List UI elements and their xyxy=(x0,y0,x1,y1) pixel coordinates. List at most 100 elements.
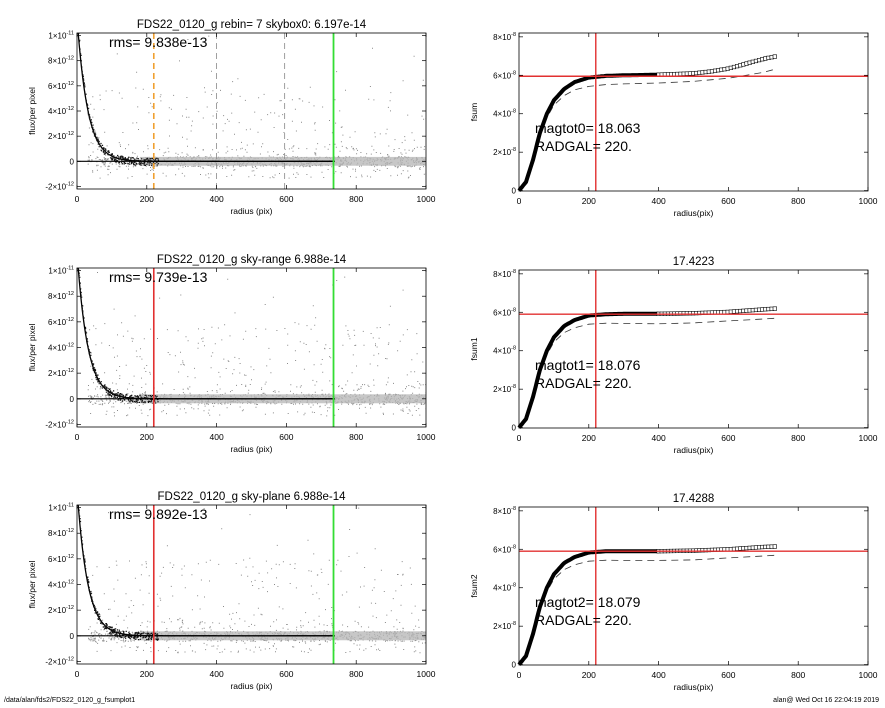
x-tick-label: 1000 xyxy=(859,433,878,443)
y-tick-label: -2×10-12 xyxy=(45,181,74,191)
y-tick-label: 8×10-12 xyxy=(48,56,74,66)
x-axis-label: radius(pix) xyxy=(674,682,714,692)
x-tick-label: 200 xyxy=(582,196,596,206)
y-tick-label: 4×10-12 xyxy=(48,106,74,116)
growth-point xyxy=(772,544,777,549)
data-points xyxy=(77,268,426,417)
y-tick-label: 2×10-8 xyxy=(493,147,516,157)
magtot-annotation: magtot2= 18.079 xyxy=(535,594,641,610)
x-tick-label: 0 xyxy=(75,432,80,442)
plot-frame xyxy=(518,506,869,666)
x-axis-label: radius (pix) xyxy=(230,206,272,216)
y-tick-label: 4×10-8 xyxy=(493,346,516,356)
y-tick-label: 4×10-12 xyxy=(48,580,74,590)
x-tick-label: 200 xyxy=(582,670,596,680)
magtot-annotation: magtot0= 18.063 xyxy=(535,120,641,136)
plot-frame xyxy=(518,32,869,192)
x-tick-label: 400 xyxy=(652,433,666,443)
rms-annotation: rms= 9.838e-13 xyxy=(109,34,208,50)
chart-profile-3: 0 200 400 600 800 1000-2×10-1202×10-124×10-12… xyxy=(27,491,436,691)
x-tick-label: 0 xyxy=(75,669,80,679)
radgal-annotation: RADGAL= 220. xyxy=(535,138,632,154)
y-tick-label: 6×10-8 xyxy=(493,70,516,80)
chart-title: 17.4223 xyxy=(673,256,715,268)
y-tick-label: 8×10-8 xyxy=(493,269,516,279)
x-tick-label: 200 xyxy=(582,433,596,443)
y-tick-label: 1×10-11 xyxy=(48,266,74,276)
x-tick-label: 400 xyxy=(210,194,224,204)
x-tick-label: 400 xyxy=(652,196,666,206)
y-tick-label: 4×10-8 xyxy=(493,109,516,119)
noise-points xyxy=(87,272,426,417)
y-tick-label: 0 xyxy=(512,661,517,670)
y-tick-label: 6×10-8 xyxy=(493,544,516,554)
y-tick-label: 2×10-8 xyxy=(493,384,516,394)
profile-points xyxy=(78,33,159,167)
x-tick-label: 600 xyxy=(721,433,735,443)
y-tick-label: 6×10-12 xyxy=(48,317,74,327)
dashed-curve xyxy=(518,554,778,665)
x-axis-label: radius (pix) xyxy=(230,444,272,454)
chart-growth-3: 0 200 400 600 800 1000 0 2×10-8 4×10-8 6×10-8 8×10… xyxy=(469,493,878,692)
y-axis-label: fsum1 xyxy=(469,337,479,360)
y-tick-label: 2×10-12 xyxy=(48,368,74,378)
x-tick-label: 400 xyxy=(210,669,224,679)
data-points xyxy=(77,505,426,654)
y-tick-label: 0 xyxy=(70,157,75,166)
x-tick-label: 1000 xyxy=(417,194,436,204)
y-tick-label: 0 xyxy=(70,632,75,641)
radgal-annotation: RADGAL= 220. xyxy=(535,375,632,391)
chart-title: FDS22_0120_g rebin= 7 skybox0: 6.197e-14 xyxy=(137,19,367,31)
y-tick-label: 6×10-12 xyxy=(48,81,74,91)
y-tick-label: 8×10-12 xyxy=(48,291,74,301)
plot-frame xyxy=(518,269,869,429)
x-tick-label: 1000 xyxy=(417,432,436,442)
magtot-annotation: magtot1= 18.076 xyxy=(535,357,641,373)
dashed-curve xyxy=(518,68,778,191)
x-tick-label: 0 xyxy=(517,433,522,443)
y-tick-label: 8×10-12 xyxy=(48,528,74,538)
chart-growth-1: 0 200 400 600 800 1000 0 2×10-8 4×10-8 6×10-8 8×10… xyxy=(469,32,878,218)
x-tick-label: 800 xyxy=(349,194,363,204)
y-tick-label: 6×10-12 xyxy=(48,554,74,564)
x-axis-label: radius(pix) xyxy=(674,445,714,455)
x-tick-label: 600 xyxy=(279,194,293,204)
footer-path: /data/alan/fds2/FDS22_0120_g_fsumplot1 xyxy=(4,697,136,704)
y-axis-label: fsum2 xyxy=(469,574,479,597)
y-tick-label: 4×10-8 xyxy=(493,583,516,593)
x-tick-label: 800 xyxy=(791,670,805,680)
x-tick-label: 200 xyxy=(140,669,154,679)
growth-point xyxy=(772,54,777,59)
growth-curve xyxy=(517,72,659,192)
x-tick-label: 200 xyxy=(140,194,154,204)
x-tick-label: 1000 xyxy=(859,670,878,680)
x-tick-label: 400 xyxy=(210,432,224,442)
y-tick-label: 8×10-8 xyxy=(493,506,516,516)
chart-title: 17.4288 xyxy=(673,493,715,505)
y-tick-label: 4×10-12 xyxy=(48,343,74,353)
y-tick-label: 6×10-8 xyxy=(493,307,516,317)
chart-title: FDS22_0120_g sky-range 6.988e-14 xyxy=(157,254,347,266)
x-tick-label: 0 xyxy=(517,670,522,680)
dashed-curve xyxy=(518,317,778,428)
x-tick-label: 1000 xyxy=(859,196,878,206)
x-tick-label: 0 xyxy=(517,196,522,206)
growth-point xyxy=(772,306,777,311)
y-tick-label: 0 xyxy=(70,395,75,404)
x-tick-label: 1000 xyxy=(417,669,436,679)
y-tick-label: -2×10-12 xyxy=(45,419,74,429)
chart-growth-2: 0 200 400 600 800 1000 0 2×10-8 4×10-8 6×10-8 8×10… xyxy=(469,256,878,455)
x-tick-label: 600 xyxy=(721,196,735,206)
x-tick-label: 800 xyxy=(349,432,363,442)
chart-profile-2: 0 200 400 600 800 1000-2×10-1202×10-124×10-12… xyxy=(27,254,436,454)
data-points xyxy=(77,33,426,179)
y-axis-label: flux/per pixel xyxy=(27,561,37,609)
y-axis-label: flux/per pixel xyxy=(27,324,37,372)
y-tick-label: 1×10-11 xyxy=(48,503,74,513)
x-tick-label: 400 xyxy=(652,670,666,680)
x-tick-label: 600 xyxy=(279,669,293,679)
x-tick-label: 800 xyxy=(791,433,805,443)
x-tick-label: 800 xyxy=(791,196,805,206)
y-tick-label: 2×10-8 xyxy=(493,621,516,631)
y-axis-label: flux/per pixel xyxy=(27,87,37,135)
